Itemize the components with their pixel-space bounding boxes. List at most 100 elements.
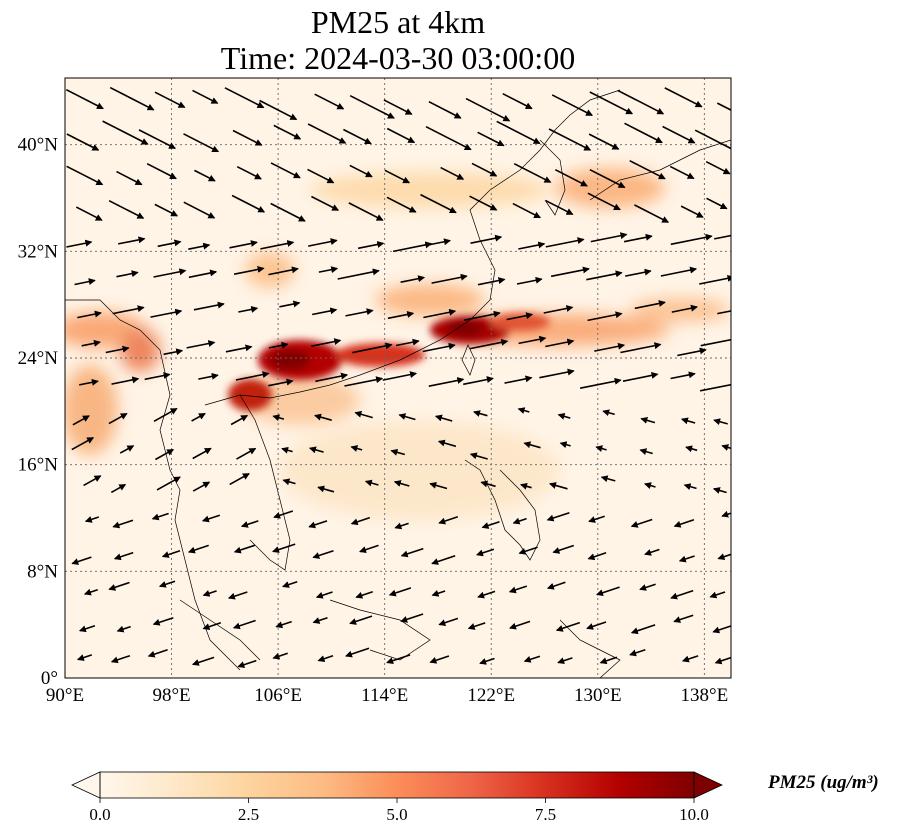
wind-arrow — [477, 277, 506, 286]
wind-arrow — [229, 473, 250, 486]
wind-arrow — [470, 234, 503, 244]
wind-arrow — [272, 414, 285, 422]
wind-arrow — [552, 544, 575, 554]
wind-arrow — [589, 168, 626, 189]
wind-arrow — [81, 339, 101, 347]
colorbar-tick-label: 5.0 — [386, 805, 407, 824]
wind-arrow — [312, 307, 338, 316]
wind-arrow — [680, 205, 704, 218]
wind-arrow — [596, 586, 620, 597]
colorbar-gradient — [100, 772, 694, 798]
wind-arrow — [705, 160, 731, 175]
wind-arrow — [240, 520, 259, 528]
wind-arrow — [479, 657, 495, 665]
wind-arrow — [230, 414, 249, 426]
wind-arrow — [670, 233, 713, 246]
wind-arrow — [428, 100, 462, 119]
wind-arrow — [557, 657, 573, 665]
wind-arrow — [706, 197, 728, 210]
wind-arrow — [193, 301, 225, 311]
wind-arrow — [116, 170, 143, 186]
wind-arrow — [629, 649, 646, 657]
map-frame — [64, 77, 732, 679]
wind-arrow — [555, 621, 581, 632]
wind-arrow — [317, 485, 335, 493]
wind-arrow — [393, 480, 410, 487]
wind-arrow — [550, 266, 590, 278]
wind-arrow — [545, 338, 575, 348]
wind-arrow — [660, 266, 698, 277]
wind-arrow — [343, 128, 372, 145]
wind-arrow — [273, 124, 302, 140]
wind-arrow — [154, 203, 179, 217]
wind-arrow — [188, 269, 218, 279]
wind-arrow — [116, 625, 131, 633]
colorbar-tick-label: 7.5 — [535, 805, 556, 824]
wind-arrow — [186, 340, 216, 349]
wind-arrow — [476, 548, 495, 557]
wind-arrow — [118, 236, 146, 245]
wind-arrow — [202, 590, 217, 597]
wind-arrow — [354, 410, 373, 419]
wind-arrow — [714, 656, 731, 665]
wind-arrow — [282, 478, 296, 486]
wind-arrow — [673, 518, 695, 528]
wind-arrow — [270, 202, 306, 222]
wind-arrow — [599, 656, 618, 665]
wind-arrow — [110, 654, 131, 664]
wind-arrow — [400, 275, 426, 283]
wind-arrow — [588, 515, 605, 523]
wind-arrow — [382, 371, 418, 381]
wind-arrow — [548, 128, 592, 151]
wind-arrow — [83, 475, 102, 487]
wind-arrow — [110, 483, 127, 494]
wind-arrow — [504, 375, 533, 384]
wind-arrow — [634, 300, 666, 310]
wind-arrow — [543, 305, 574, 314]
wind-arrow — [192, 481, 211, 492]
wind-arrow — [670, 371, 696, 380]
wind-arrow — [400, 547, 424, 558]
wind-arrow — [231, 194, 266, 213]
wind-arrow — [281, 446, 293, 454]
wind-arrow — [434, 414, 453, 422]
wind-arrow — [307, 168, 335, 184]
wind-arrow — [112, 519, 134, 529]
wind-arrow — [438, 617, 459, 627]
wind-arrow — [551, 94, 593, 117]
wind-arrow — [602, 409, 615, 417]
wind-arrow — [229, 240, 258, 249]
wind-arrow — [344, 376, 384, 387]
wind-arrow — [469, 195, 498, 211]
wind-arrow — [191, 656, 215, 666]
wind-arrow — [440, 166, 465, 180]
wind-arrow — [390, 448, 406, 456]
wind-arrow — [518, 335, 547, 345]
wind-arrow — [192, 447, 212, 460]
wind-arrow — [345, 308, 374, 317]
wind-arrow — [108, 199, 145, 219]
wind-arrow — [308, 238, 338, 247]
wind-arrow — [717, 553, 731, 561]
wind-arrow — [477, 131, 505, 147]
wind-arrow — [236, 447, 257, 460]
wind-arrow — [639, 448, 653, 456]
wind-arrow — [183, 133, 220, 153]
wind-arrow — [586, 270, 623, 281]
wind-arrow — [622, 371, 659, 382]
wind-arrow — [350, 445, 363, 452]
wind-arrow — [108, 581, 130, 591]
wind-arrow — [429, 481, 448, 490]
wind-arrow — [714, 234, 731, 240]
wind-arrow — [700, 338, 731, 347]
x-tick-label: 90°E — [46, 685, 84, 706]
wind-arrow — [518, 241, 546, 250]
wind-arrow — [224, 87, 265, 109]
wind-arrow — [477, 590, 496, 599]
wind-arrow — [307, 123, 347, 144]
wind-arrow — [678, 555, 695, 563]
wind-arrow — [102, 120, 149, 145]
y-tick-label: 0° — [41, 668, 58, 689]
wind-arrow — [513, 162, 552, 183]
colorbar-min-extension — [71, 771, 101, 799]
